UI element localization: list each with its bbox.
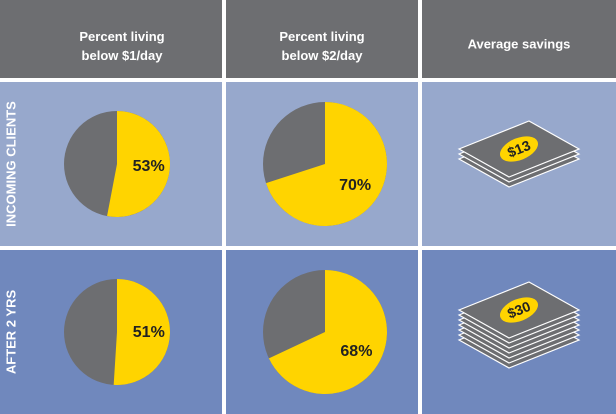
column-header: Average savings [468,36,571,51]
column-header: Percent living [279,29,364,44]
money-stack: $30 [457,281,581,369]
pie-label: 70% [339,177,371,194]
header-cell [226,0,418,78]
header-cell [422,0,616,78]
pie-slice [113,279,170,385]
column-header: below $1/day [82,48,164,63]
header-cell [0,0,222,78]
pie-slice [107,111,171,217]
pie-label: 68% [340,343,372,360]
pie-label: 51% [133,324,165,341]
money-stack: $13 [457,120,581,188]
pie-label: 53% [133,158,165,175]
bill-seal [500,297,538,323]
pie-slice [266,102,387,226]
row-label: AFTER 2 YRS [3,290,18,375]
column-header: below $2/day [282,48,364,63]
row-label: INCOMING CLIENTS [3,101,18,227]
pie-slice [268,270,387,394]
bill-seal [500,136,538,162]
column-header: Percent living [79,29,164,44]
